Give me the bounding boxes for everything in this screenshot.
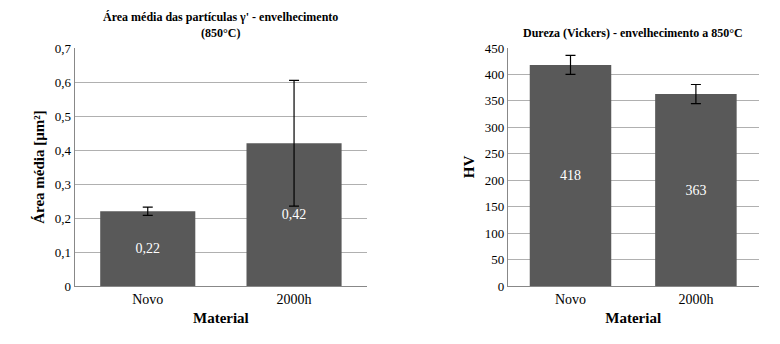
- svg-text:0: 0: [65, 279, 72, 294]
- svg-text:363: 363: [685, 183, 706, 198]
- svg-text:350: 350: [485, 93, 505, 108]
- svg-text:0: 0: [498, 279, 505, 294]
- svg-text:0,3: 0,3: [55, 177, 71, 192]
- svg-text:Área média das partículas γ' -: Área média das partículas γ' - envelheci…: [103, 10, 338, 40]
- svg-text:200: 200: [485, 173, 505, 188]
- svg-text:250: 250: [485, 146, 505, 161]
- svg-text:0,1: 0,1: [55, 245, 71, 260]
- svg-text:0,42: 0,42: [282, 207, 307, 222]
- svg-text:450: 450: [485, 41, 505, 56]
- svg-text:0,7: 0,7: [55, 41, 72, 56]
- svg-text:50: 50: [491, 252, 504, 267]
- svg-text:2000h: 2000h: [678, 292, 713, 307]
- svg-text:0,6: 0,6: [55, 75, 72, 90]
- svg-text:Área média [µm²]: Área média [µm²]: [31, 110, 47, 224]
- svg-text:Novo: Novo: [555, 292, 586, 307]
- svg-text:0,2: 0,2: [55, 211, 71, 226]
- svg-text:Novo: Novo: [132, 292, 163, 307]
- svg-text:0,4: 0,4: [55, 143, 72, 158]
- svg-text:0,5: 0,5: [55, 109, 71, 124]
- svg-text:400: 400: [485, 67, 505, 82]
- svg-text:Material: Material: [605, 310, 661, 326]
- svg-text:Material: Material: [193, 310, 249, 326]
- svg-text:2000h: 2000h: [277, 292, 312, 307]
- svg-text:Dureza (Vickers) - envelhecime: Dureza (Vickers) - envelhecimento a 850°…: [523, 26, 743, 40]
- svg-text:100: 100: [485, 226, 505, 241]
- svg-text:HV: HV: [461, 156, 477, 179]
- svg-text:300: 300: [485, 120, 505, 135]
- svg-text:418: 418: [560, 168, 581, 183]
- svg-text:150: 150: [485, 199, 505, 214]
- svg-text:0,22: 0,22: [136, 241, 161, 256]
